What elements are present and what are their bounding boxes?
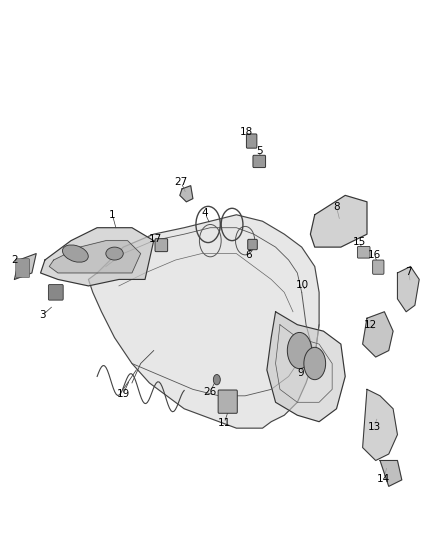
FancyBboxPatch shape [247, 134, 257, 148]
Polygon shape [363, 389, 397, 461]
Text: 8: 8 [333, 202, 340, 212]
Polygon shape [267, 312, 345, 422]
Text: 2: 2 [11, 255, 18, 265]
Text: 15: 15 [353, 237, 366, 247]
Polygon shape [88, 215, 319, 428]
Text: 19: 19 [117, 389, 130, 399]
Polygon shape [380, 461, 402, 486]
Polygon shape [41, 228, 154, 286]
Text: 7: 7 [405, 266, 412, 277]
Text: 9: 9 [297, 368, 304, 378]
Polygon shape [14, 254, 36, 279]
Text: 27: 27 [174, 177, 188, 188]
Text: 5: 5 [256, 147, 262, 156]
Circle shape [304, 348, 325, 379]
FancyBboxPatch shape [48, 285, 63, 300]
Text: 14: 14 [377, 474, 390, 483]
Text: 26: 26 [204, 387, 217, 397]
Ellipse shape [106, 247, 123, 260]
Text: 3: 3 [39, 310, 46, 320]
FancyBboxPatch shape [248, 239, 257, 249]
Polygon shape [180, 185, 193, 202]
Polygon shape [363, 312, 393, 357]
Polygon shape [49, 240, 141, 273]
FancyBboxPatch shape [373, 260, 384, 274]
FancyBboxPatch shape [155, 239, 168, 252]
FancyBboxPatch shape [16, 259, 30, 278]
Text: 16: 16 [368, 250, 381, 260]
Text: 18: 18 [240, 127, 253, 137]
FancyBboxPatch shape [218, 390, 237, 413]
Text: 11: 11 [218, 418, 231, 428]
Polygon shape [311, 196, 367, 247]
Text: 13: 13 [367, 422, 381, 432]
Text: 6: 6 [245, 250, 251, 260]
Ellipse shape [63, 245, 88, 262]
Text: 4: 4 [202, 208, 208, 219]
Text: 17: 17 [149, 235, 162, 244]
FancyBboxPatch shape [253, 155, 265, 167]
Text: 12: 12 [364, 320, 377, 330]
Text: 1: 1 [109, 210, 116, 220]
Polygon shape [397, 266, 419, 312]
Circle shape [287, 333, 312, 369]
Circle shape [213, 375, 220, 385]
Text: 10: 10 [296, 280, 309, 289]
FancyBboxPatch shape [357, 246, 370, 258]
